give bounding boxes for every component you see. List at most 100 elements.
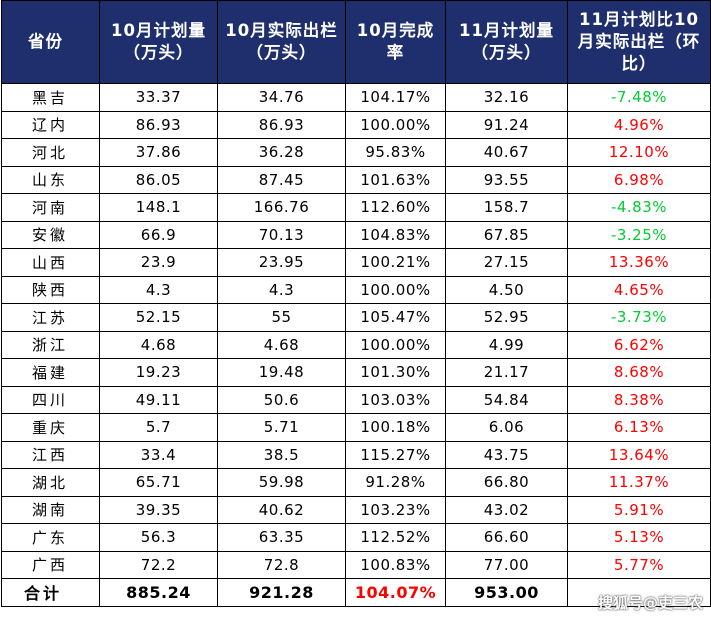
cell-province: 重庆 bbox=[1, 413, 100, 442]
total-cell-province: 合计 bbox=[1, 578, 100, 607]
cell-province: 江西 bbox=[1, 440, 100, 469]
cell-oct-rate: 100.18% bbox=[345, 413, 446, 442]
cell-province: 山东 bbox=[1, 165, 100, 194]
cell-oct-plan: 4.3 bbox=[99, 275, 218, 304]
cell-province: 四川 bbox=[1, 385, 100, 414]
cell-province: 江苏 bbox=[1, 303, 100, 332]
table-row: 福建 19.23 19.48 101.30% 21.17 8.68% bbox=[1, 358, 711, 387]
table-row: 河南 148.1 166.76 112.60% 158.7 -4.83% bbox=[1, 193, 711, 222]
table-row: 黑吉 33.37 34.76 104.17% 32.16 -7.48% bbox=[1, 83, 711, 112]
cell-oct-plan: 65.71 bbox=[99, 468, 218, 497]
cell-mom: 13.36% bbox=[567, 248, 711, 277]
cell-nov-plan: 43.75 bbox=[445, 440, 568, 469]
cell-province: 安徽 bbox=[1, 220, 100, 249]
table-row: 广西 72.2 72.8 100.83% 77.00 5.77% bbox=[1, 550, 711, 579]
cell-oct-actual: 166.76 bbox=[217, 193, 346, 222]
cell-oct-rate: 95.83% bbox=[345, 138, 446, 167]
cell-oct-plan: 23.9 bbox=[99, 248, 218, 277]
cell-mom: 5.77% bbox=[567, 550, 711, 579]
cell-nov-plan: 6.06 bbox=[445, 413, 568, 442]
table-row: 江苏 52.15 55 105.47% 52.95 -3.73% bbox=[1, 303, 711, 332]
cell-oct-plan: 86.93 bbox=[99, 110, 218, 139]
table-row: 湖南 39.35 40.62 103.23% 43.02 5.91% bbox=[1, 495, 711, 524]
cell-nov-plan: 4.50 bbox=[445, 275, 568, 304]
cell-oct-plan: 56.3 bbox=[99, 523, 218, 552]
cell-oct-plan: 33.37 bbox=[99, 83, 218, 112]
cell-province: 陕西 bbox=[1, 275, 100, 304]
cell-province: 广东 bbox=[1, 523, 100, 552]
cell-oct-actual: 4.68 bbox=[217, 330, 346, 359]
cell-oct-plan: 4.68 bbox=[99, 330, 218, 359]
cell-oct-rate: 100.83% bbox=[345, 550, 446, 579]
cell-mom: -3.25% bbox=[567, 220, 711, 249]
table-row: 四川 49.11 50.6 103.03% 54.84 8.38% bbox=[1, 385, 711, 414]
cell-mom: 8.68% bbox=[567, 358, 711, 387]
cell-mom: 6.13% bbox=[567, 413, 711, 442]
table-row: 江西 33.4 38.5 115.27% 43.75 13.64% bbox=[1, 440, 711, 469]
cell-mom: -3.73% bbox=[567, 303, 711, 332]
cell-oct-rate: 101.30% bbox=[345, 358, 446, 387]
cell-province: 黑吉 bbox=[1, 83, 100, 112]
cell-province: 湖北 bbox=[1, 468, 100, 497]
cell-province: 河北 bbox=[1, 138, 100, 167]
cell-oct-plan: 37.86 bbox=[99, 138, 218, 167]
cell-oct-plan: 19.23 bbox=[99, 358, 218, 387]
cell-oct-rate: 104.83% bbox=[345, 220, 446, 249]
cell-oct-plan: 66.9 bbox=[99, 220, 218, 249]
cell-oct-rate: 105.47% bbox=[345, 303, 446, 332]
cell-province: 河南 bbox=[1, 193, 100, 222]
cell-nov-plan: 43.02 bbox=[445, 495, 568, 524]
cell-oct-rate: 103.23% bbox=[345, 495, 446, 524]
cell-oct-rate: 100.21% bbox=[345, 248, 446, 277]
cell-oct-plan: 52.15 bbox=[99, 303, 218, 332]
cell-province: 山西 bbox=[1, 248, 100, 277]
cell-oct-actual: 38.5 bbox=[217, 440, 346, 469]
cell-oct-rate: 112.52% bbox=[345, 523, 446, 552]
table-row: 河北 37.86 36.28 95.83% 40.67 12.10% bbox=[1, 138, 711, 167]
cell-oct-actual: 86.93 bbox=[217, 110, 346, 139]
header-oct-plan: 10月计划量（万头） bbox=[99, 0, 218, 84]
cell-mom: 5.13% bbox=[567, 523, 711, 552]
cell-oct-actual: 63.35 bbox=[217, 523, 346, 552]
cell-nov-plan: 21.17 bbox=[445, 358, 568, 387]
cell-oct-actual: 36.28 bbox=[217, 138, 346, 167]
cell-oct-rate: 100.00% bbox=[345, 275, 446, 304]
cell-mom: 8.38% bbox=[567, 385, 711, 414]
cell-oct-rate: 112.60% bbox=[345, 193, 446, 222]
cell-nov-plan: 66.60 bbox=[445, 523, 568, 552]
table-row: 山西 23.9 23.95 100.21% 27.15 13.36% bbox=[1, 248, 711, 277]
cell-nov-plan: 91.24 bbox=[445, 110, 568, 139]
cell-nov-plan: 67.85 bbox=[445, 220, 568, 249]
cell-province: 广西 bbox=[1, 550, 100, 579]
cell-province: 浙江 bbox=[1, 330, 100, 359]
total-cell-mom bbox=[567, 578, 711, 607]
header-nov-plan: 11月计划量（万头） bbox=[445, 0, 568, 84]
cell-mom: 13.64% bbox=[567, 440, 711, 469]
total-row: 合计 885.24 921.28 104.07% 953.00 bbox=[1, 578, 711, 607]
cell-oct-plan: 72.2 bbox=[99, 550, 218, 579]
cell-oct-actual: 34.76 bbox=[217, 83, 346, 112]
cell-oct-plan: 5.7 bbox=[99, 413, 218, 442]
total-cell-oct-rate: 104.07% bbox=[345, 578, 446, 607]
cell-mom: 6.98% bbox=[567, 165, 711, 194]
cell-oct-plan: 33.4 bbox=[99, 440, 218, 469]
table-row: 重庆 5.7 5.71 100.18% 6.06 6.13% bbox=[1, 413, 711, 442]
cell-oct-rate: 91.28% bbox=[345, 468, 446, 497]
cell-mom: -4.83% bbox=[567, 193, 711, 222]
cell-mom: 6.62% bbox=[567, 330, 711, 359]
table-row: 浙江 4.68 4.68 100.00% 4.99 6.62% bbox=[1, 330, 711, 359]
table-row: 湖北 65.71 59.98 91.28% 66.80 11.37% bbox=[1, 468, 711, 497]
cell-oct-plan: 39.35 bbox=[99, 495, 218, 524]
table-row: 安徽 66.9 70.13 104.83% 67.85 -3.25% bbox=[1, 220, 711, 249]
cell-nov-plan: 158.7 bbox=[445, 193, 568, 222]
cell-nov-plan: 4.99 bbox=[445, 330, 568, 359]
cell-oct-actual: 4.3 bbox=[217, 275, 346, 304]
cell-nov-plan: 52.95 bbox=[445, 303, 568, 332]
cell-oct-actual: 50.6 bbox=[217, 385, 346, 414]
cell-nov-plan: 66.80 bbox=[445, 468, 568, 497]
header-oct-actual: 10月实际出栏（万头） bbox=[217, 0, 346, 84]
table-row: 山东 86.05 87.45 101.63% 93.55 6.98% bbox=[1, 165, 711, 194]
header-oct-rate: 10月完成率 bbox=[345, 0, 446, 84]
table-row: 陕西 4.3 4.3 100.00% 4.50 4.65% bbox=[1, 275, 711, 304]
